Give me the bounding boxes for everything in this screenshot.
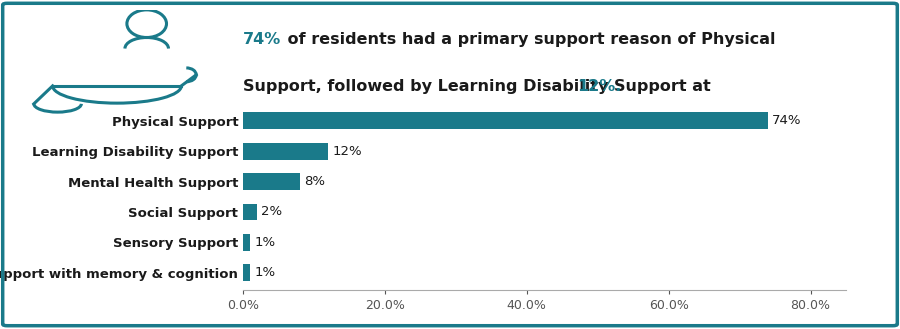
Text: 2%: 2% xyxy=(261,206,283,218)
Text: 74%: 74% xyxy=(772,114,802,127)
Text: of residents had a primary support reason of Physical: of residents had a primary support reaso… xyxy=(283,32,776,47)
Bar xyxy=(243,265,250,281)
Text: 1%: 1% xyxy=(255,266,275,279)
Bar xyxy=(243,143,328,160)
Bar xyxy=(243,204,257,220)
Bar xyxy=(243,173,300,190)
Bar xyxy=(243,234,250,251)
Text: Support, followed by Learning Disability Support at: Support, followed by Learning Disability… xyxy=(243,79,716,94)
Text: 74%: 74% xyxy=(243,32,281,47)
Text: 1%: 1% xyxy=(255,236,275,249)
Text: 8%: 8% xyxy=(304,175,325,188)
Bar xyxy=(243,113,768,129)
Text: 12%.: 12%. xyxy=(578,79,622,94)
Text: 12%: 12% xyxy=(332,145,362,158)
